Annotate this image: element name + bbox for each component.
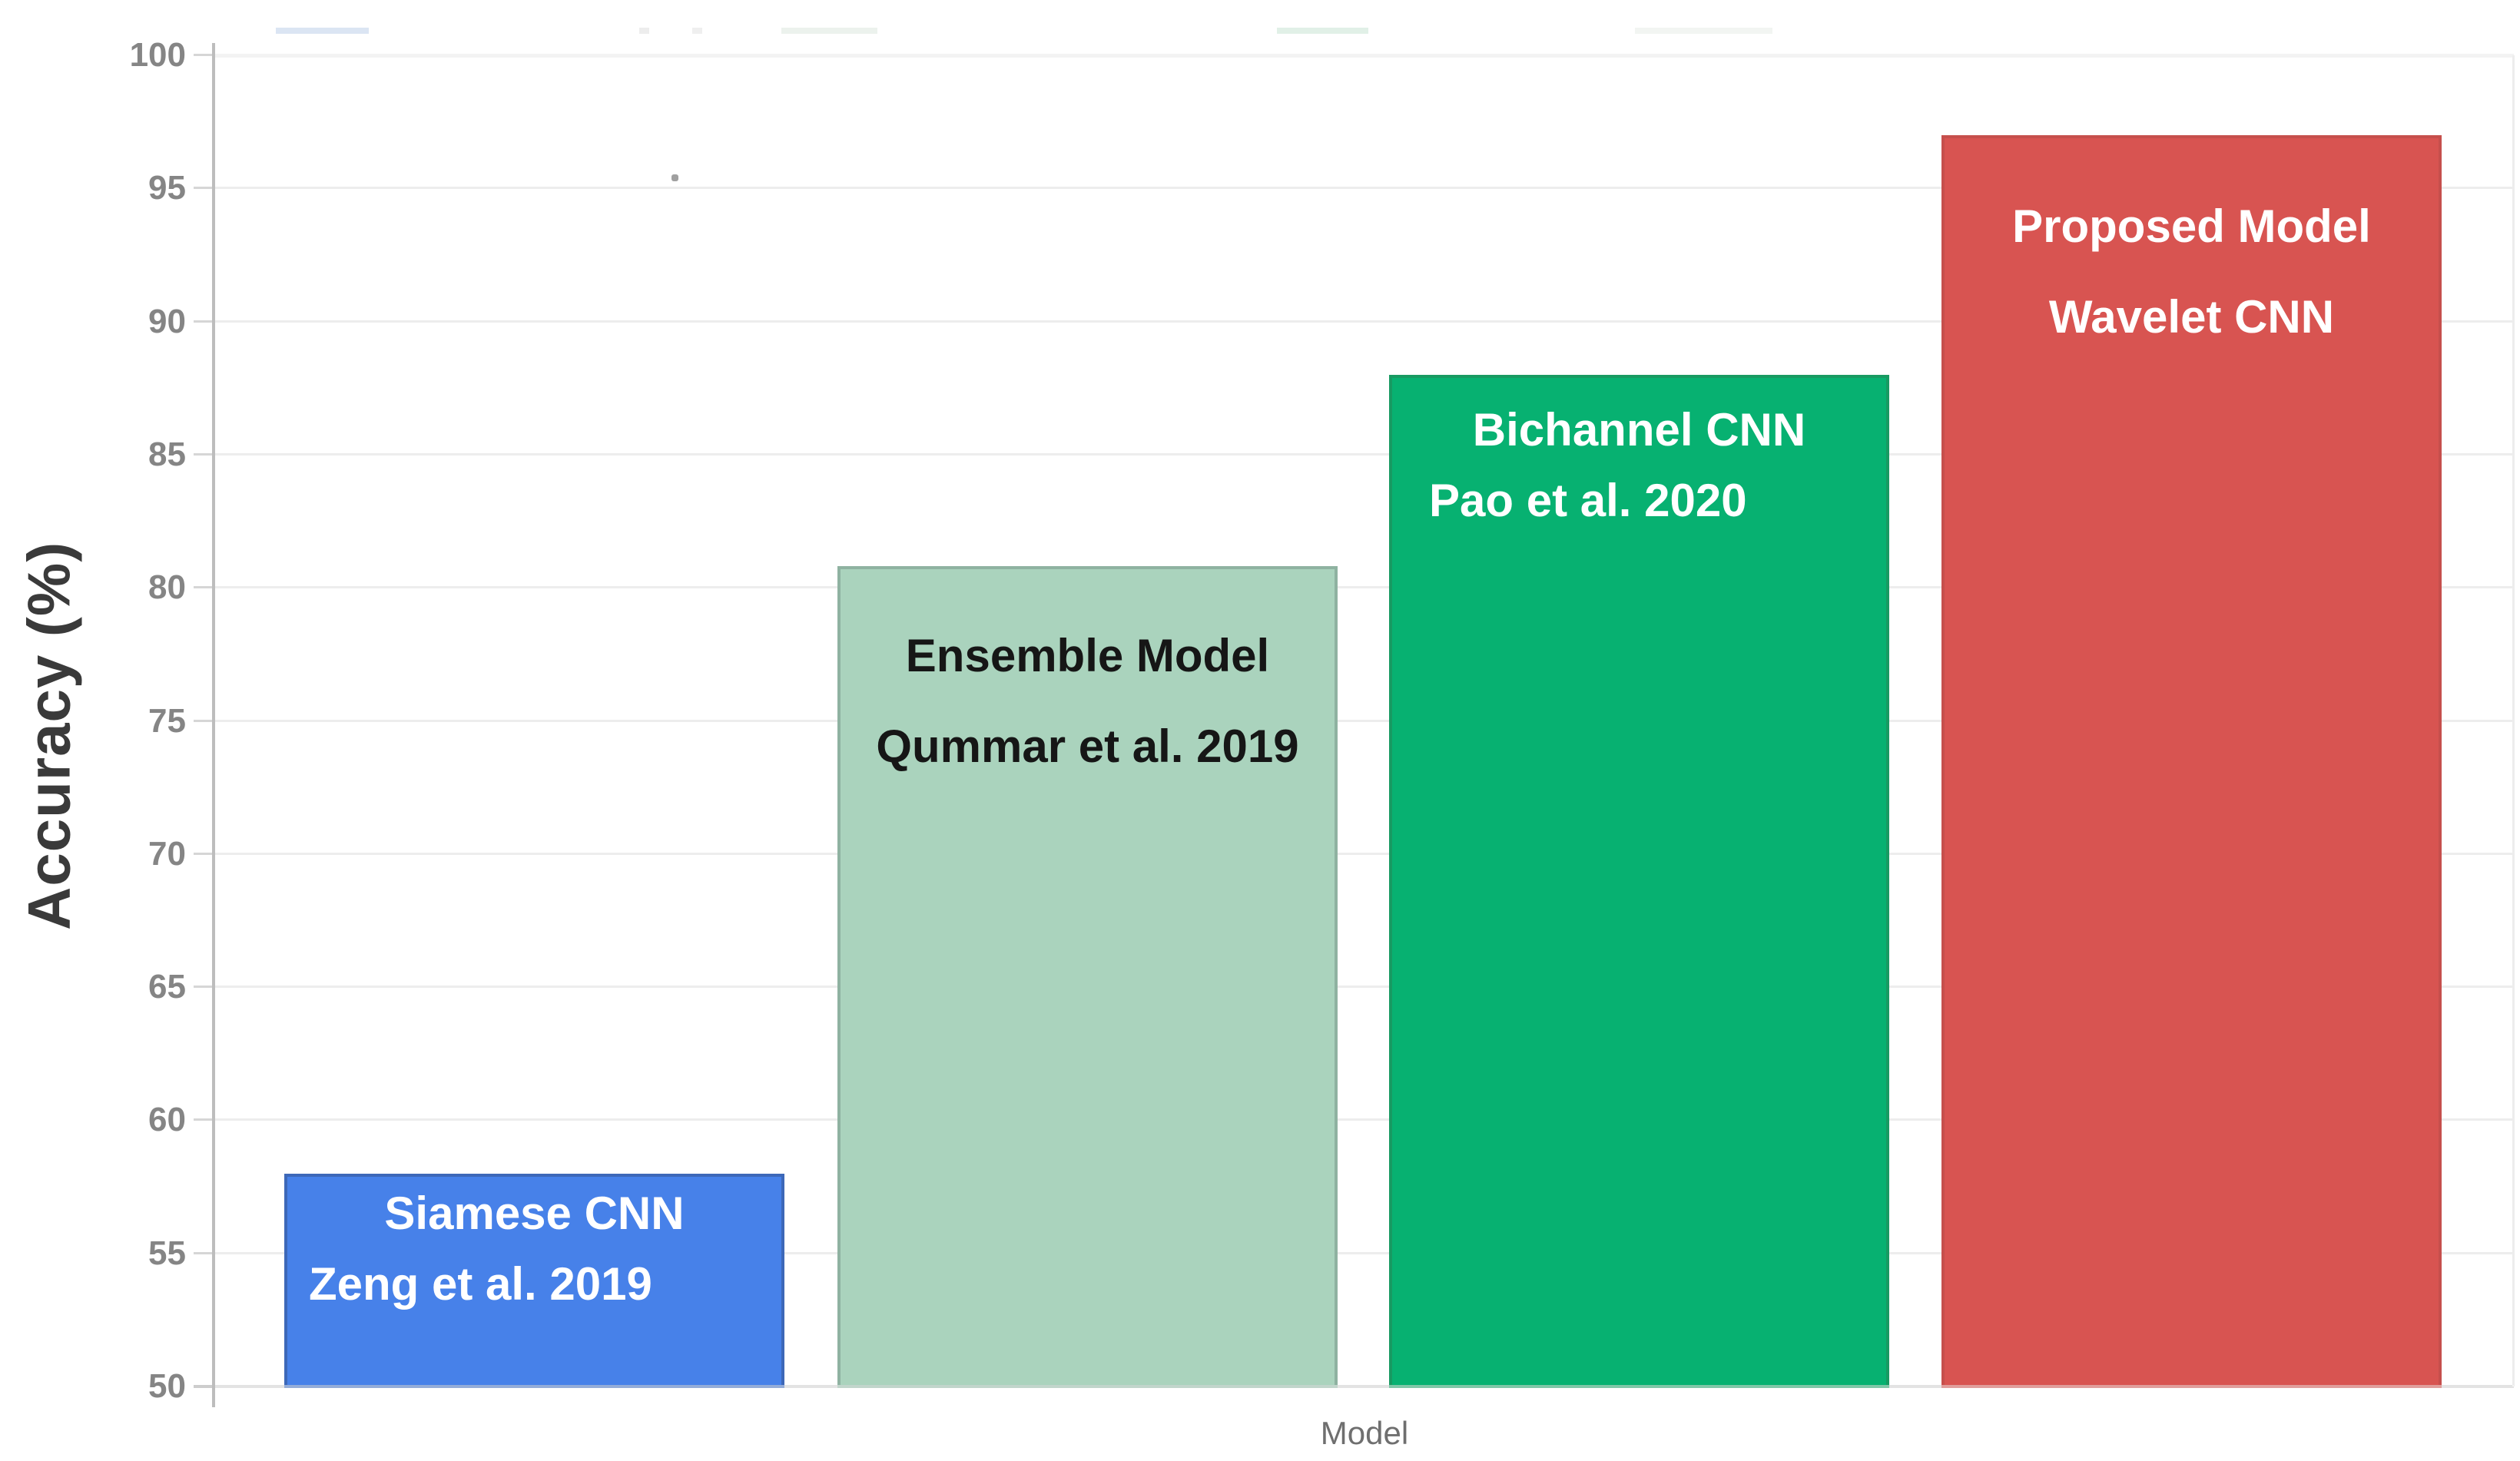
y-tick-mark (194, 452, 215, 456)
gridline (215, 320, 2514, 323)
y-tick-label: 70 (148, 834, 186, 873)
y-tick-label: 50 (148, 1367, 186, 1405)
y-tick-label: 55 (148, 1234, 186, 1272)
y-tick-mark (194, 187, 215, 190)
bar-label: Bichannel CNN Pao et al. 2020 (1392, 395, 1886, 536)
gridline (215, 986, 2514, 989)
gridline (215, 1118, 2514, 1121)
y-tick-mark (194, 852, 215, 855)
bar-label-line1: Bichannel CNN (1472, 403, 1806, 456)
y-axis-line (212, 43, 215, 1407)
x-axis-title: Model (1320, 1415, 1409, 1451)
bar-label-line2: Zeng et al. 2019 (309, 1257, 652, 1310)
plot-right-border (2512, 55, 2515, 1386)
artifact-dot (671, 174, 678, 181)
bar-label: Siamese CNN Zeng et al. 2019 (287, 1178, 781, 1320)
y-tick-mark (194, 986, 215, 989)
gridline (215, 452, 2514, 456)
artifact-strip (639, 28, 649, 34)
bar-siamese-cnn: Siamese CNN Zeng et al. 2019 (284, 1173, 784, 1388)
bar-label: Proposed Model Wavelet CNN (1945, 181, 2439, 363)
y-tick-label: 100 (129, 36, 186, 74)
x-baseline (194, 1385, 2514, 1388)
bar-label-line2: Qummar et al. 2019 (876, 721, 1299, 773)
y-tick-label: 90 (148, 302, 186, 340)
bar-proposed-model: Proposed Model Wavelet CNN (1941, 134, 2442, 1388)
bar-label: Ensemble Model Qummar et al. 2019 (841, 611, 1335, 792)
bar-label-line2: Pao et al. 2020 (1429, 474, 1747, 526)
bar-label-line1: Siamese CNN (384, 1187, 685, 1239)
baseline-highlight (215, 1385, 2514, 1396)
artifact-strip (1635, 28, 1772, 34)
y-tick-label: 85 (148, 435, 186, 473)
bar-label-line2: Wavelet CNN (2048, 290, 2335, 343)
gridline (215, 719, 2514, 722)
y-tick-label: 60 (148, 1101, 186, 1139)
gridline (215, 54, 2514, 58)
y-tick-label: 95 (148, 169, 186, 207)
artifact-strip (1277, 28, 1368, 34)
y-tick-mark (194, 586, 215, 589)
y-tick-mark (194, 320, 215, 323)
bar-label-line1: Ensemble Model (905, 630, 1270, 682)
bar-label-line1: Proposed Model (2012, 200, 2371, 252)
y-tick-label: 65 (148, 968, 186, 1006)
y-tick-label: 75 (148, 701, 186, 740)
gridline (215, 586, 2514, 589)
artifact-strip (276, 28, 369, 34)
y-tick-mark (194, 1251, 215, 1254)
bar-bichannel-cnn: Bichannel CNN Pao et al. 2020 (1389, 374, 1889, 1388)
gridline (215, 187, 2514, 190)
gridline (215, 1251, 2514, 1254)
y-tick-mark (194, 719, 215, 722)
artifact-strip (781, 28, 877, 34)
y-tick-mark (194, 1118, 215, 1121)
y-tick-mark (194, 54, 215, 56)
y-tick-label: 80 (148, 568, 186, 607)
artifact-strip (692, 28, 702, 34)
bar-ensemble-model: Ensemble Model Qummar et al. 2019 (837, 566, 1338, 1388)
gridline (215, 852, 2514, 855)
